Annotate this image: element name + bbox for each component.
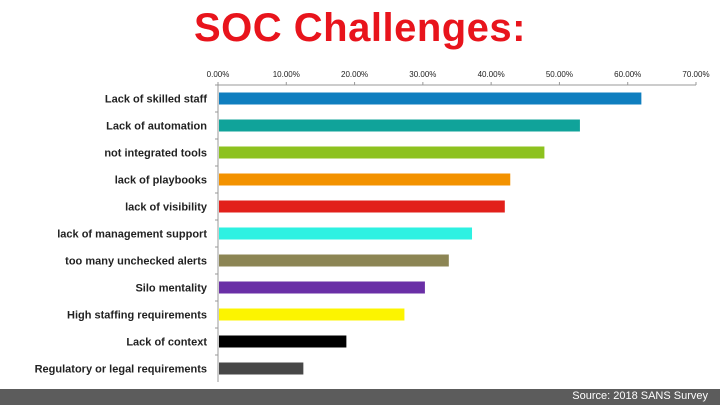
bar (219, 92, 642, 105)
x-tick-label: 60.00% (614, 70, 641, 79)
x-tick-label: 50.00% (546, 70, 573, 79)
category-labels: Lack of skilled staff Lack of automation n… (35, 84, 218, 376)
category-label: Lack of automation (106, 121, 207, 133)
category-label: lack of playbooks (115, 175, 207, 187)
chart-title: SOC Challenges: (193, 6, 526, 50)
footer-bar: Source: 2018 SANS Survey (0, 389, 720, 405)
bar-chart: 0.00% 10.00% 20.00% 30.00% 40.00% 50.00% 60.00… (35, 70, 710, 382)
category-label: Lack of skilled staff (105, 94, 207, 106)
bar (219, 362, 304, 375)
x-tick-label: 20.00% (341, 70, 368, 79)
category-label: Silo mentality (135, 283, 207, 295)
x-tick-label: 70.00% (682, 70, 709, 79)
bar (219, 146, 545, 159)
category-label: not integrated tools (104, 148, 207, 160)
category-label: High staffing requirements (67, 310, 207, 322)
x-tick-label: 0.00% (207, 70, 230, 79)
category-label: too many unchecked alerts (65, 256, 207, 268)
bar (219, 200, 505, 213)
bar (219, 173, 511, 186)
x-axis-ticks: 0.00% 10.00% 20.00% 30.00% 40.00% 50.00% 60.00… (207, 70, 710, 85)
bar (219, 254, 449, 267)
bar (219, 281, 425, 294)
category-label: lack of management support (57, 229, 207, 241)
x-tick-label: 30.00% (409, 70, 436, 79)
category-label: Lack of context (126, 337, 207, 349)
x-tick-label: 40.00% (478, 70, 505, 79)
bar (219, 227, 473, 240)
chart-axes (217, 84, 696, 382)
chart-bars (219, 92, 642, 375)
category-label: Regulatory or legal requirements (35, 364, 207, 376)
category-label: lack of visibility (125, 202, 208, 214)
bar (219, 119, 580, 132)
x-tick-label: 10.00% (273, 70, 300, 79)
source-note: Source: 2018 SANS Survey (572, 390, 708, 402)
bar (219, 308, 405, 321)
bar (219, 335, 347, 348)
